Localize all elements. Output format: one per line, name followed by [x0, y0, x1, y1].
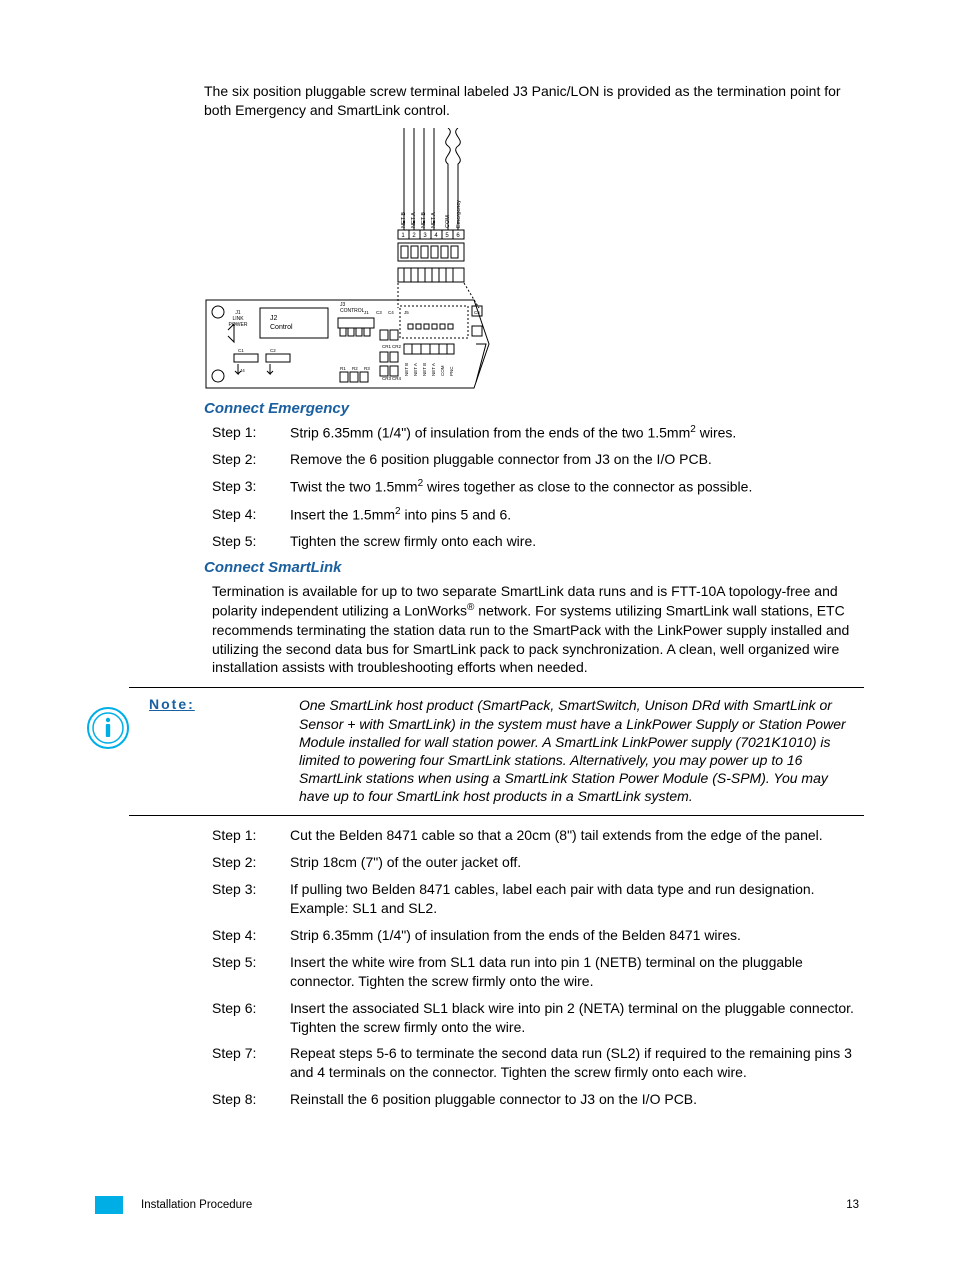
footer-page-number: 13 — [846, 1199, 859, 1211]
svg-text:NET B: NET B — [421, 211, 427, 227]
svg-text:CONTROL: CONTROL — [340, 308, 365, 314]
emergency-step-4: Step 4:Insert the 1.5mm2 into pins 5 and… — [212, 505, 864, 525]
step-text: Strip 6.35mm (1/4") of insulation from t… — [290, 423, 864, 443]
step-label: Step 5: — [212, 532, 290, 551]
svg-text:1: 1 — [401, 233, 405, 239]
step-label: Step 3: — [212, 477, 290, 497]
svg-text:2: 2 — [412, 233, 416, 239]
info-icon — [86, 706, 130, 750]
svg-text:5: 5 — [445, 233, 449, 239]
svg-text:3: 3 — [423, 233, 427, 239]
step-text: Twist the two 1.5mm2 wires together as c… — [290, 477, 864, 497]
svg-text:NET B: NET B — [422, 363, 427, 376]
svg-text:J2: J2 — [270, 315, 278, 322]
svg-text:NET A: NET A — [413, 363, 418, 376]
smartlink-step-3: Step 3:If pulling two Belden 8471 cables… — [212, 880, 864, 918]
smartlink-step-1: Step 1:Cut the Belden 8471 cable so that… — [212, 826, 864, 845]
emergency-step-2: Step 2:Remove the 6 position pluggable c… — [212, 450, 864, 469]
intro-paragraph: The six position pluggable screw termina… — [204, 82, 864, 120]
svg-text:CR1: CR1 — [382, 344, 391, 349]
step-text: Tighten the screw firmly onto each wire. — [290, 532, 864, 551]
smartlink-step-2: Step 2:Strip 18cm (7") of the outer jack… — [212, 853, 864, 872]
svg-text:CR2: CR2 — [392, 344, 401, 349]
emergency-step-5: Step 5:Tighten the screw firmly onto eac… — [212, 532, 864, 551]
svg-text:CR3: CR3 — [382, 376, 391, 381]
step-label: Step 6: — [212, 999, 290, 1037]
step-text: Insert the 1.5mm2 into pins 5 and 6. — [290, 505, 864, 525]
smartlink-step-7: Step 7:Repeat steps 5-6 to terminate the… — [212, 1044, 864, 1082]
step-label: Step 7: — [212, 1044, 290, 1082]
note-text: One SmartLink host product (SmartPack, S… — [299, 696, 864, 805]
step-label: Step 5: — [212, 953, 290, 991]
page-footer: Installation Procedure 13 — [95, 1196, 859, 1214]
svg-text:J4: J4 — [240, 368, 245, 373]
note-label: Note: — [129, 696, 299, 805]
svg-text:Emergency: Emergency — [456, 200, 462, 228]
emergency-step-1: Step 1:Strip 6.35mm (1/4") of insulation… — [212, 423, 864, 443]
svg-text:COM: COM — [440, 365, 445, 376]
svg-text:PNC: PNC — [449, 366, 454, 376]
step-text: Insert the associated SL1 black wire int… — [290, 999, 864, 1037]
step-label: Step 3: — [212, 880, 290, 918]
heading-connect-smartlink: Connect SmartLink — [204, 559, 864, 576]
svg-text:C2: C2 — [270, 348, 276, 353]
svg-text:COM: COM — [445, 215, 451, 228]
note-block: Note: One SmartLink host product (SmartP… — [129, 687, 864, 816]
heading-connect-emergency: Connect Emergency — [204, 400, 864, 417]
step-text: Repeat steps 5-6 to terminate the second… — [290, 1044, 864, 1082]
footer-section-title: Installation Procedure — [141, 1199, 252, 1211]
smartlink-intro-paragraph: Termination is available for up to two s… — [212, 582, 864, 677]
svg-text:CR4: CR4 — [392, 376, 401, 381]
step-label: Step 2: — [212, 853, 290, 872]
step-text: Cut the Belden 8471 cable so that a 20cm… — [290, 826, 864, 845]
step-text: If pulling two Belden 8471 cables, label… — [290, 880, 864, 918]
svg-text:J5: J5 — [404, 310, 409, 315]
smartlink-step-4: Step 4:Strip 6.35mm (1/4") of insulation… — [212, 926, 864, 945]
svg-text:6: 6 — [456, 233, 460, 239]
svg-text:J1: J1 — [364, 310, 369, 315]
step-label: Step 8: — [212, 1090, 290, 1109]
step-text: Insert the white wire from SL1 data run … — [290, 953, 864, 991]
svg-text:R3: R3 — [364, 366, 370, 371]
svg-text:Control: Control — [270, 324, 293, 331]
svg-text:NET B: NET B — [404, 363, 409, 376]
svg-text:C4: C4 — [388, 310, 394, 315]
terminal-diagram: NET B NET A NET B NET A COM Emergency 1 2… — [204, 128, 494, 392]
smartlink-step-6: Step 6:Insert the associated SL1 black w… — [212, 999, 864, 1037]
step-text: Strip 6.35mm (1/4") of insulation from t… — [290, 926, 864, 945]
svg-text:C1: C1 — [238, 348, 244, 353]
svg-text:R1: R1 — [340, 366, 346, 371]
svg-text:4: 4 — [434, 233, 438, 239]
svg-text:R2: R2 — [352, 366, 358, 371]
step-label: Step 4: — [212, 926, 290, 945]
step-label: Step 4: — [212, 505, 290, 525]
svg-text:C3: C3 — [376, 310, 382, 315]
svg-text:NET B: NET B — [401, 211, 407, 227]
step-text: Remove the 6 position pluggable connecto… — [290, 450, 864, 469]
svg-text:NET A: NET A — [431, 363, 436, 376]
step-label: Step 2: — [212, 450, 290, 469]
step-label: Step 1: — [212, 826, 290, 845]
svg-text:NET A: NET A — [411, 212, 417, 228]
footer-accent-box — [95, 1196, 123, 1214]
step-text: Strip 18cm (7") of the outer jacket off. — [290, 853, 864, 872]
step-text: Reinstall the 6 position pluggable conne… — [290, 1090, 864, 1109]
smartlink-step-8: Step 8:Reinstall the 6 position pluggabl… — [212, 1090, 864, 1109]
svg-text:NET A: NET A — [431, 212, 437, 228]
svg-text:C5: C5 — [474, 310, 480, 315]
step-label: Step 1: — [212, 423, 290, 443]
emergency-step-3: Step 3:Twist the two 1.5mm2 wires togeth… — [212, 477, 864, 497]
smartlink-step-5: Step 5:Insert the white wire from SL1 da… — [212, 953, 864, 991]
